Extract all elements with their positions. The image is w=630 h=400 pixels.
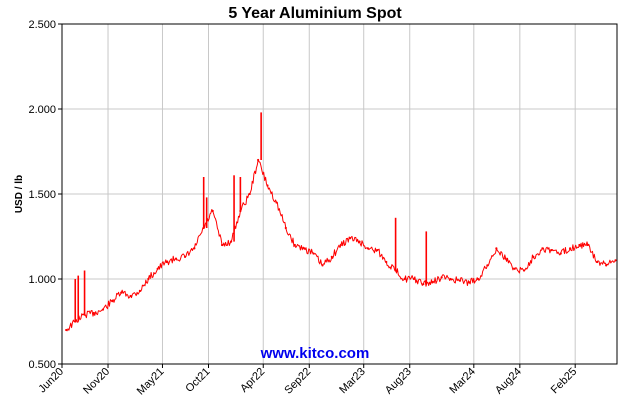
grid bbox=[61, 23, 617, 365]
x-tick-label: Mar24 bbox=[447, 366, 478, 397]
watermark-text: www.kitco.com bbox=[260, 345, 370, 362]
x-tick-label: Feb25 bbox=[549, 366, 580, 397]
x-tick-label: Nov20 bbox=[81, 366, 112, 397]
y-tick-label: 2.500 bbox=[28, 19, 56, 31]
y-tick-label: 2.000 bbox=[28, 104, 56, 116]
x-tick-label: Oct21 bbox=[183, 366, 212, 395]
price-line bbox=[65, 159, 616, 332]
y-axis-label: USD / lb bbox=[14, 175, 25, 213]
x-tick-label: Sep22 bbox=[282, 366, 313, 397]
y-tick-label: 1.000 bbox=[28, 274, 56, 286]
x-tick-label: May21 bbox=[135, 366, 167, 398]
x-tick-label: Aug23 bbox=[383, 366, 414, 397]
y-tick-label: 0.500 bbox=[28, 359, 56, 371]
plot-frame bbox=[61, 23, 618, 365]
x-tick-label: Apr22 bbox=[238, 366, 267, 395]
x-tick-label: Mar23 bbox=[337, 366, 368, 397]
chart-title: 5 Year Aluminium Spot bbox=[228, 5, 402, 22]
y-tick-label: 1.500 bbox=[28, 189, 56, 201]
price-series bbox=[65, 112, 617, 332]
x-tick-label: Aug24 bbox=[493, 366, 524, 397]
series-group bbox=[65, 112, 617, 332]
